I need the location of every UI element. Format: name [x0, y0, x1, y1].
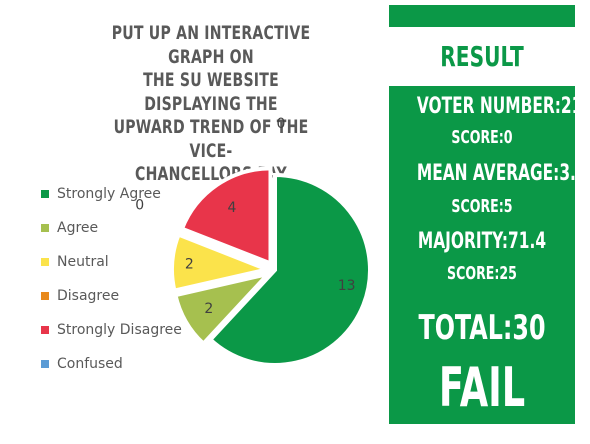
- legend-label: Confused: [57, 356, 123, 372]
- legend-swatch: [41, 360, 49, 368]
- legend-label: Disagree: [57, 288, 120, 304]
- result-top-bar: [389, 5, 575, 27]
- pie-slice-agree: [173, 270, 274, 347]
- legend-label: Agree: [57, 220, 99, 236]
- pie-label-disagree: 0: [135, 198, 144, 214]
- legend-swatch: [41, 326, 49, 334]
- title-line: THE SU WEBSITE DISPLAYING THE: [143, 69, 279, 115]
- pie-label-agree: 2: [204, 301, 213, 317]
- legend-swatch: [41, 258, 49, 266]
- legend-item-disagree: Disagree: [41, 286, 119, 306]
- result-heading: RESULT: [440, 40, 524, 73]
- mean-score: SCORE:5: [451, 196, 513, 217]
- pie-label-confused: 0: [277, 116, 286, 132]
- pie-slice-strongly-disagree: [179, 166, 273, 267]
- pie-label-strongly-disagree: 4: [228, 200, 237, 216]
- legend-item-strongly-disagree: Strongly Disagree: [41, 320, 182, 340]
- pie-label-strongly-agree: 13: [338, 278, 356, 294]
- legend-item-agree: Agree: [41, 218, 98, 238]
- legend-item-strongly-agree: Strongly Agree: [41, 184, 161, 204]
- legend-swatch: [41, 190, 49, 198]
- mean-average: MEAN AVERAGE:3.95: [416, 161, 590, 186]
- majority: MAJORITY:71.4: [417, 229, 547, 254]
- voter-number: VOTER NUMBER:21: [416, 94, 583, 119]
- legend-label: Neutral: [57, 254, 109, 270]
- majority-score: SCORE:25: [447, 263, 517, 284]
- legend-swatch: [41, 224, 49, 232]
- pie-slice-neutral: [170, 232, 274, 293]
- result-panel: VOTER NUMBER:21 SCORE:0 MEAN AVERAGE:3.9…: [389, 86, 590, 424]
- legend-item-confused: Confused: [41, 354, 123, 374]
- legend-item-neutral: Neutral: [41, 252, 109, 272]
- verdict: FAIL: [438, 356, 526, 419]
- total: TOTAL:30: [418, 308, 546, 348]
- pie-label-neutral: 2: [185, 257, 194, 273]
- voter-score: SCORE:0: [451, 127, 513, 148]
- legend-label: Strongly Disagree: [57, 322, 182, 338]
- chart-title: PUT UP AN INTERACTIVE GRAPH ON THE SU WE…: [93, 22, 328, 187]
- legend-swatch: [41, 292, 49, 300]
- title-line: UPWARD TREND OF THE VICE-: [113, 116, 309, 162]
- pie-slice-strongly-agree: [207, 172, 372, 367]
- legend-label: Strongly Agree: [57, 186, 161, 202]
- title-line: PUT UP AN INTERACTIVE GRAPH ON: [111, 22, 311, 68]
